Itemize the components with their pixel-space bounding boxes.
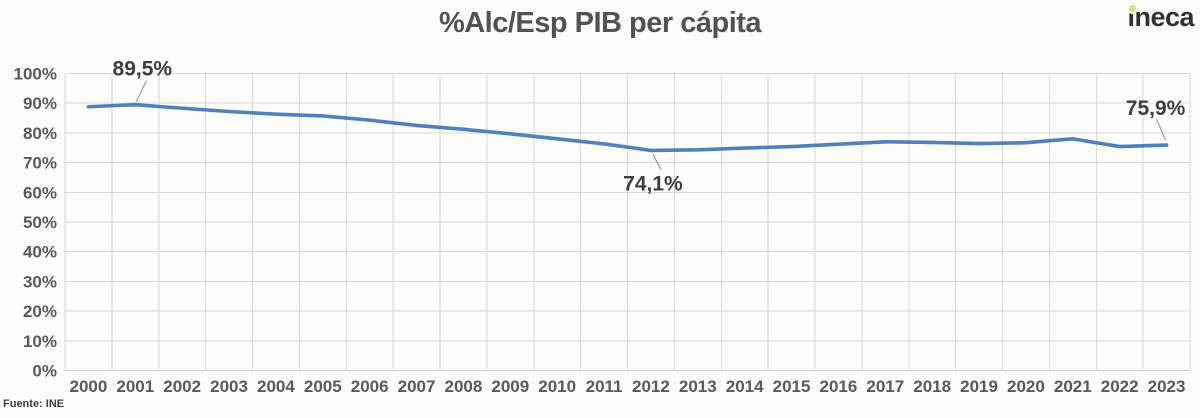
x-tick-label: 2016 (820, 377, 858, 396)
x-tick-label: 2004 (257, 377, 295, 396)
x-tick-label: 2014 (726, 377, 764, 396)
x-tick-label: 2012 (632, 377, 670, 396)
x-tick-label: 2006 (351, 377, 389, 396)
y-tick-label: 0% (32, 362, 57, 381)
y-tick-label: 30% (23, 272, 57, 291)
series-line (86, 102, 1169, 153)
x-tick-label: 2005 (304, 377, 342, 396)
x-tick-label: 2021 (1054, 377, 1092, 396)
y-tick-label: 60% (23, 183, 57, 202)
x-tick-label: 2017 (866, 377, 904, 396)
x-tick-label: 2023 (1148, 377, 1186, 396)
logo-text: ineca (1127, 2, 1194, 32)
x-tick-label: 2007 (398, 377, 436, 396)
x-tick-label: 2013 (679, 377, 717, 396)
y-tick-label: 70% (23, 154, 57, 173)
x-tick-label: 2015 (773, 377, 811, 396)
y-tick-label: 90% (23, 94, 57, 113)
annotation-leader (652, 154, 662, 170)
y-tick-label: 80% (23, 124, 57, 143)
y-tick-label: 40% (23, 243, 57, 262)
x-tick-label: 2003 (210, 377, 248, 396)
y-tick-label: 10% (23, 332, 57, 351)
annotation-label: 74,1% (623, 172, 683, 195)
x-tick-label: 2019 (960, 377, 998, 396)
chart-title: %Alc/Esp PIB per cápita (438, 7, 762, 39)
annotation-label: 89,5% (113, 58, 173, 81)
x-tick-label: 2011 (586, 377, 623, 396)
y-tick-label: 100% (14, 65, 57, 84)
y-tick-label: 50% (23, 213, 57, 232)
x-tick-label: 2010 (538, 377, 576, 396)
x-tick-label: 2018 (913, 377, 951, 396)
x-tick-label: 2009 (491, 377, 529, 396)
x-tick-label: 2001 (116, 377, 154, 396)
annotation-leader (1156, 118, 1167, 141)
x-tick-label: 2020 (1007, 377, 1045, 396)
x-tick-label: 2022 (1101, 377, 1139, 396)
annotation-leader (135, 80, 147, 102)
y-tick-label: 20% (23, 302, 57, 321)
x-tick-label: 2008 (445, 377, 483, 396)
x-tick-label: 2000 (70, 377, 108, 396)
logo-green-dot-icon (1129, 5, 1137, 12)
source-note: Fuente: INE (3, 398, 65, 410)
x-tick-label: 2002 (163, 377, 201, 396)
ineca-logo: ineca (1127, 2, 1194, 33)
annotation-label: 75,9% (1126, 97, 1186, 120)
